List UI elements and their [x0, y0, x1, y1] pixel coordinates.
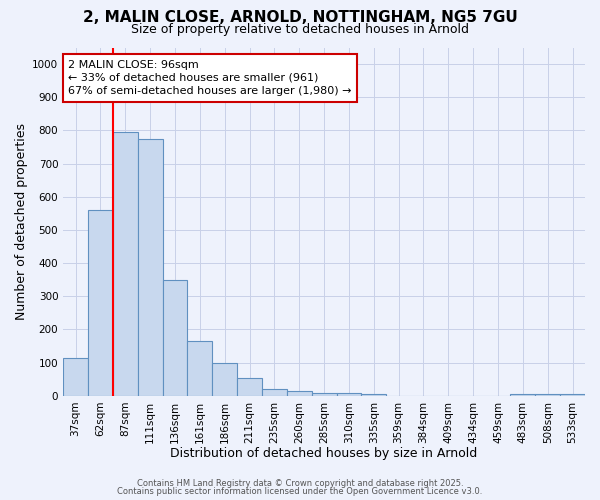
- X-axis label: Distribution of detached houses by size in Arnold: Distribution of detached houses by size …: [170, 447, 478, 460]
- Bar: [88, 210, 113, 396]
- Bar: [337, 392, 361, 396]
- Bar: [535, 394, 560, 396]
- Text: 2 MALIN CLOSE: 96sqm
← 33% of detached houses are smaller (961)
67% of semi-deta: 2 MALIN CLOSE: 96sqm ← 33% of detached h…: [68, 60, 352, 96]
- Text: Size of property relative to detached houses in Arnold: Size of property relative to detached ho…: [131, 22, 469, 36]
- Y-axis label: Number of detached properties: Number of detached properties: [15, 123, 28, 320]
- Bar: [138, 138, 163, 396]
- Bar: [361, 394, 386, 396]
- Bar: [511, 394, 535, 396]
- Bar: [212, 362, 237, 396]
- Text: Contains HM Land Registry data © Crown copyright and database right 2025.: Contains HM Land Registry data © Crown c…: [137, 478, 463, 488]
- Text: Contains public sector information licensed under the Open Government Licence v3: Contains public sector information licen…: [118, 487, 482, 496]
- Bar: [262, 389, 287, 396]
- Bar: [287, 391, 311, 396]
- Text: 2, MALIN CLOSE, ARNOLD, NOTTINGHAM, NG5 7GU: 2, MALIN CLOSE, ARNOLD, NOTTINGHAM, NG5 …: [83, 10, 517, 25]
- Bar: [113, 132, 138, 396]
- Bar: [187, 341, 212, 396]
- Bar: [163, 280, 187, 396]
- Bar: [311, 392, 337, 396]
- Bar: [63, 358, 88, 396]
- Bar: [237, 378, 262, 396]
- Bar: [560, 394, 585, 396]
